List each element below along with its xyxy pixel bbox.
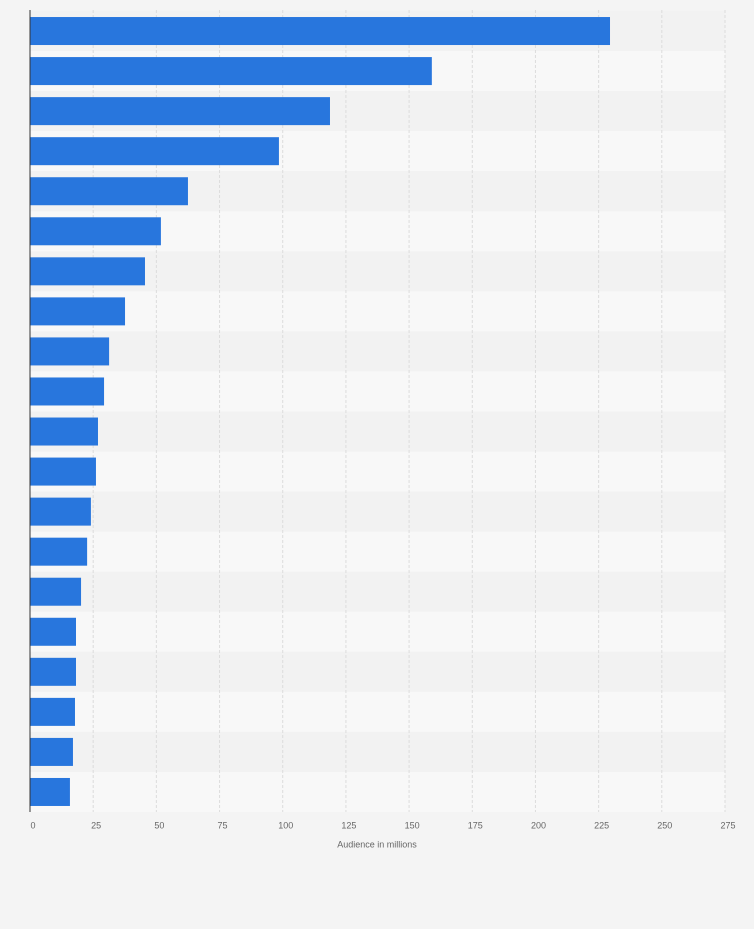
row-band <box>30 771 725 812</box>
bar <box>30 777 70 806</box>
row-band <box>30 571 725 612</box>
bar <box>30 657 76 686</box>
bar <box>30 177 188 206</box>
bar <box>30 697 75 726</box>
bar <box>30 217 161 246</box>
x-tick-label: 225 <box>594 820 609 830</box>
bar <box>30 57 432 86</box>
bar <box>30 537 88 566</box>
bar <box>30 97 330 126</box>
x-tick-label: 0 <box>30 820 35 830</box>
bar <box>30 737 73 766</box>
bar <box>30 17 611 46</box>
row-band <box>30 491 725 532</box>
bar <box>30 417 98 446</box>
x-tick-label: 125 <box>341 820 356 830</box>
row-band <box>30 611 725 652</box>
row-band <box>30 531 725 572</box>
x-tick-label: 200 <box>531 820 546 830</box>
row-band <box>30 731 725 772</box>
row-band <box>30 331 725 372</box>
bar <box>30 577 82 606</box>
x-tick-label: 25 <box>91 820 101 830</box>
row-band <box>30 411 725 452</box>
bar <box>30 297 126 326</box>
x-tick-label: 175 <box>468 820 483 830</box>
bar <box>30 377 105 406</box>
x-tick-label: 100 <box>278 820 293 830</box>
x-tick-label: 75 <box>218 820 228 830</box>
x-tick-label: 150 <box>405 820 420 830</box>
bar <box>30 497 91 526</box>
row-band <box>30 371 725 412</box>
bar <box>30 457 96 486</box>
bar <box>30 257 145 286</box>
row-band <box>30 251 725 292</box>
x-tick-label: 275 <box>720 820 735 830</box>
x-tick-label: 250 <box>657 820 672 830</box>
row-band <box>30 651 725 692</box>
row-band <box>30 691 725 732</box>
x-axis-title: Audience in millions <box>337 839 417 849</box>
bar <box>30 337 110 366</box>
row-band <box>30 451 725 492</box>
row-band <box>30 291 725 332</box>
x-tick-label: 50 <box>154 820 164 830</box>
bar <box>30 137 279 166</box>
bar <box>30 617 76 646</box>
